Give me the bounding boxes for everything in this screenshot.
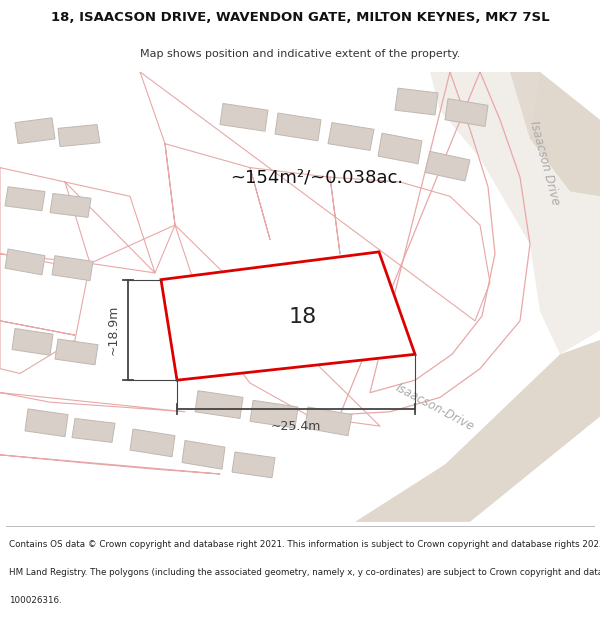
Polygon shape — [395, 88, 438, 115]
Text: 18, ISAACSON DRIVE, WAVENDON GATE, MILTON KEYNES, MK7 7SL: 18, ISAACSON DRIVE, WAVENDON GATE, MILTO… — [50, 11, 550, 24]
Text: Map shows position and indicative extent of the property.: Map shows position and indicative extent… — [140, 49, 460, 59]
Polygon shape — [130, 429, 175, 457]
Text: ~154m²/~0.038ac.: ~154m²/~0.038ac. — [230, 168, 403, 186]
Polygon shape — [161, 252, 415, 380]
Polygon shape — [430, 72, 600, 354]
Text: Contains OS data © Crown copyright and database right 2021. This information is : Contains OS data © Crown copyright and d… — [9, 541, 600, 549]
Polygon shape — [445, 99, 488, 126]
Text: 100026316.: 100026316. — [9, 596, 62, 605]
Text: Isaacson-Drive: Isaacson-Drive — [394, 381, 476, 433]
Polygon shape — [510, 72, 600, 196]
Polygon shape — [275, 113, 321, 141]
Polygon shape — [195, 391, 243, 419]
Polygon shape — [25, 409, 68, 437]
Polygon shape — [182, 441, 225, 469]
Polygon shape — [50, 194, 91, 218]
Polygon shape — [355, 340, 600, 522]
Polygon shape — [328, 122, 374, 151]
Text: 18: 18 — [289, 306, 317, 326]
Polygon shape — [5, 249, 45, 275]
Polygon shape — [232, 452, 275, 478]
Polygon shape — [5, 187, 45, 211]
Polygon shape — [58, 124, 100, 146]
Polygon shape — [425, 151, 470, 181]
Text: ~25.4m: ~25.4m — [271, 421, 321, 433]
Text: Isaacson Drive: Isaacson Drive — [527, 119, 562, 206]
Polygon shape — [250, 400, 298, 428]
Polygon shape — [52, 256, 93, 281]
Polygon shape — [305, 407, 352, 436]
Polygon shape — [72, 419, 115, 442]
Polygon shape — [378, 133, 422, 164]
Polygon shape — [55, 339, 98, 365]
Polygon shape — [15, 118, 55, 144]
Text: ~18.9m: ~18.9m — [107, 305, 120, 355]
Polygon shape — [220, 104, 268, 131]
Polygon shape — [12, 329, 53, 355]
Text: HM Land Registry. The polygons (including the associated geometry, namely x, y c: HM Land Registry. The polygons (includin… — [9, 568, 600, 578]
